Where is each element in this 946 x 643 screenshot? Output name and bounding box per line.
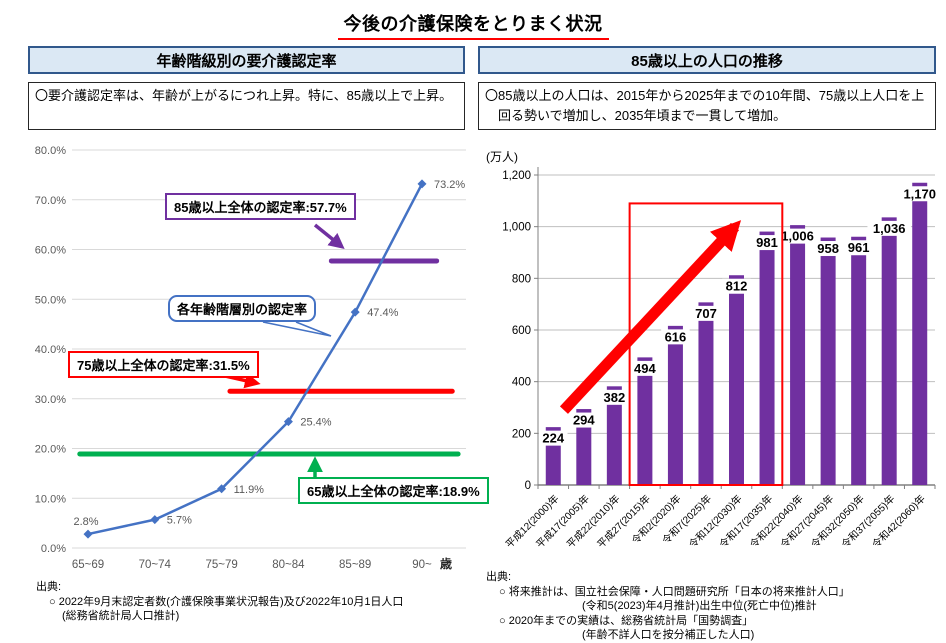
svg-text:歳: 歳 <box>440 556 452 571</box>
svg-text:11.9%: 11.9% <box>234 484 265 496</box>
svg-text:73.2%: 73.2% <box>434 179 465 191</box>
svg-text:958: 958 <box>817 241 839 256</box>
right-source-line: ○ 2020年までの実績は、総務省統計局「国勢調査」 <box>499 614 754 627</box>
svg-text:令和22(2040)年: 令和22(2040)年 <box>747 492 806 551</box>
svg-text:800: 800 <box>512 273 531 285</box>
svg-text:65~69: 65~69 <box>72 559 104 571</box>
page-title: 今後の介護保険をとりまく状況 <box>337 10 609 40</box>
svg-text:令和27(2045)年: 令和27(2045)年 <box>778 492 837 551</box>
annotation-75plus-rate: 75歳以上全体の認定率:31.5% <box>68 351 259 378</box>
svg-text:90~: 90~ <box>412 559 432 571</box>
svg-text:60.0%: 60.0% <box>35 245 66 257</box>
svg-text:平成27(2015)年: 平成27(2015)年 <box>594 492 653 551</box>
right-source-line: (令和5(2023)年4月推計)出生中位(死亡中位)推計 <box>582 600 817 613</box>
svg-text:平成17(2005)年: 平成17(2005)年 <box>533 492 592 551</box>
svg-text:812: 812 <box>726 279 748 294</box>
svg-text:0.0%: 0.0% <box>41 543 66 555</box>
svg-text:80~84: 80~84 <box>272 559 305 571</box>
svg-text:1,200: 1,200 <box>502 170 531 182</box>
svg-text:224: 224 <box>542 431 564 446</box>
annotation-65plus-rate: 65歳以上全体の認定率:18.9% <box>298 477 489 504</box>
annotation-85plus-rate: 85歳以上全体の認定率:57.7% <box>165 193 356 220</box>
svg-text:70~74: 70~74 <box>139 559 172 571</box>
left-source-heading: 出典: <box>36 581 62 593</box>
svg-text:400: 400 <box>512 377 531 389</box>
svg-text:707: 707 <box>695 306 717 321</box>
svg-text:616: 616 <box>665 329 687 344</box>
svg-text:294: 294 <box>573 413 595 428</box>
svg-text:令和17(2035)年: 令和17(2035)年 <box>716 492 775 551</box>
left-panel-header: 年齢階級別の要介護認定率 <box>28 46 465 74</box>
left-panel-description-box: 〇要介護認定率は、年齢が上がるにつれ上昇。特に、85歳以上で上昇。 <box>28 82 465 130</box>
svg-text:85~89: 85~89 <box>339 559 371 571</box>
left-panel-description: 〇要介護認定率は、年齢が上がるにつれ上昇。特に、85歳以上で上昇。 <box>35 88 453 103</box>
svg-text:0: 0 <box>525 480 531 492</box>
svg-text:600: 600 <box>512 325 531 337</box>
population-85plus-bar-chart: (万人) 0 200 400 600 800 1,000 1,200 224 平成12(2000)… <box>478 145 944 565</box>
svg-text:494: 494 <box>634 361 656 376</box>
svg-text:30.0%: 30.0% <box>35 394 66 406</box>
svg-text:50.0%: 50.0% <box>35 294 66 306</box>
svg-text:981: 981 <box>756 235 778 250</box>
svg-text:平成12(2000)年: 平成12(2000)年 <box>503 492 562 551</box>
age-certification-line-chart: 0.0% 10.0% 20.0% 30.0% 40.0% 50.0% 60.0% 70.0% 8… <box>28 140 489 580</box>
svg-text:1,036: 1,036 <box>873 221 906 236</box>
svg-text:令和12(2030)年: 令和12(2030)年 <box>686 492 745 551</box>
svg-text:80.0%: 80.0% <box>35 145 66 157</box>
bar-chart-canvas: (万人) 0 200 400 600 800 1,000 1,200 224 平成12(2000)… <box>486 150 942 551</box>
svg-text:20.0%: 20.0% <box>35 444 66 456</box>
svg-text:200: 200 <box>512 428 531 440</box>
svg-text:25.4%: 25.4% <box>300 417 331 429</box>
page-title-row: 今後の介護保険をとりまく状況 <box>0 10 946 40</box>
svg-text:(万人): (万人) <box>486 150 518 164</box>
svg-text:令和32(2050)年: 令和32(2050)年 <box>808 492 867 551</box>
svg-text:382: 382 <box>603 390 625 405</box>
left-source-line: (総務省統計局人口推計) <box>62 610 180 623</box>
svg-text:1,006: 1,006 <box>781 229 814 244</box>
svg-text:令和42(2060)年: 令和42(2060)年 <box>869 492 928 551</box>
svg-text:961: 961 <box>848 240 870 255</box>
svg-text:1,000: 1,000 <box>502 222 531 234</box>
left-source: 出典: ○ 2022年9月末認定者数(介護保険事業状況報告)及び2022年10月… <box>36 580 466 624</box>
svg-text:75~79: 75~79 <box>205 559 237 571</box>
svg-text:平成22(2010)年: 平成22(2010)年 <box>564 492 623 551</box>
left-source-line: ○ 2022年9月末認定者数(介護保険事業状況報告)及び2022年10月1日人口 <box>49 595 404 608</box>
svg-text:5.7%: 5.7% <box>167 515 192 527</box>
svg-text:1,170: 1,170 <box>903 186 936 201</box>
svg-text:令和37(2055)年: 令和37(2055)年 <box>839 492 898 551</box>
right-panel-description: 〇85歳以上の人口は、2015年から2025年までの10年間、75歳以上人口を上… <box>485 88 925 123</box>
right-source-line: ○ 将来推計は、国立社会保障・人口問題研究所「日本の将来推計人口」 <box>499 585 850 598</box>
right-panel-header: 85歳以上の人口の推移 <box>478 46 936 74</box>
svg-text:40.0%: 40.0% <box>35 344 66 356</box>
right-source-line: (年齢不詳人口を按分補正した人口) <box>582 629 755 642</box>
svg-text:70.0%: 70.0% <box>35 195 66 207</box>
right-source: 出典: ○ 将来推計は、国立社会保障・人口問題研究所「日本の将来推計人口」 (令… <box>486 570 944 643</box>
svg-text:2.8%: 2.8% <box>73 516 98 528</box>
svg-text:10.0%: 10.0% <box>35 493 66 505</box>
right-source-heading: 出典: <box>486 571 512 583</box>
annotation-series-label: 各年齢階層別の認定率 <box>168 295 317 322</box>
svg-text:47.4%: 47.4% <box>367 307 398 319</box>
right-panel-description-box: 〇85歳以上の人口は、2015年から2025年までの10年間、75歳以上人口を上… <box>478 82 936 130</box>
